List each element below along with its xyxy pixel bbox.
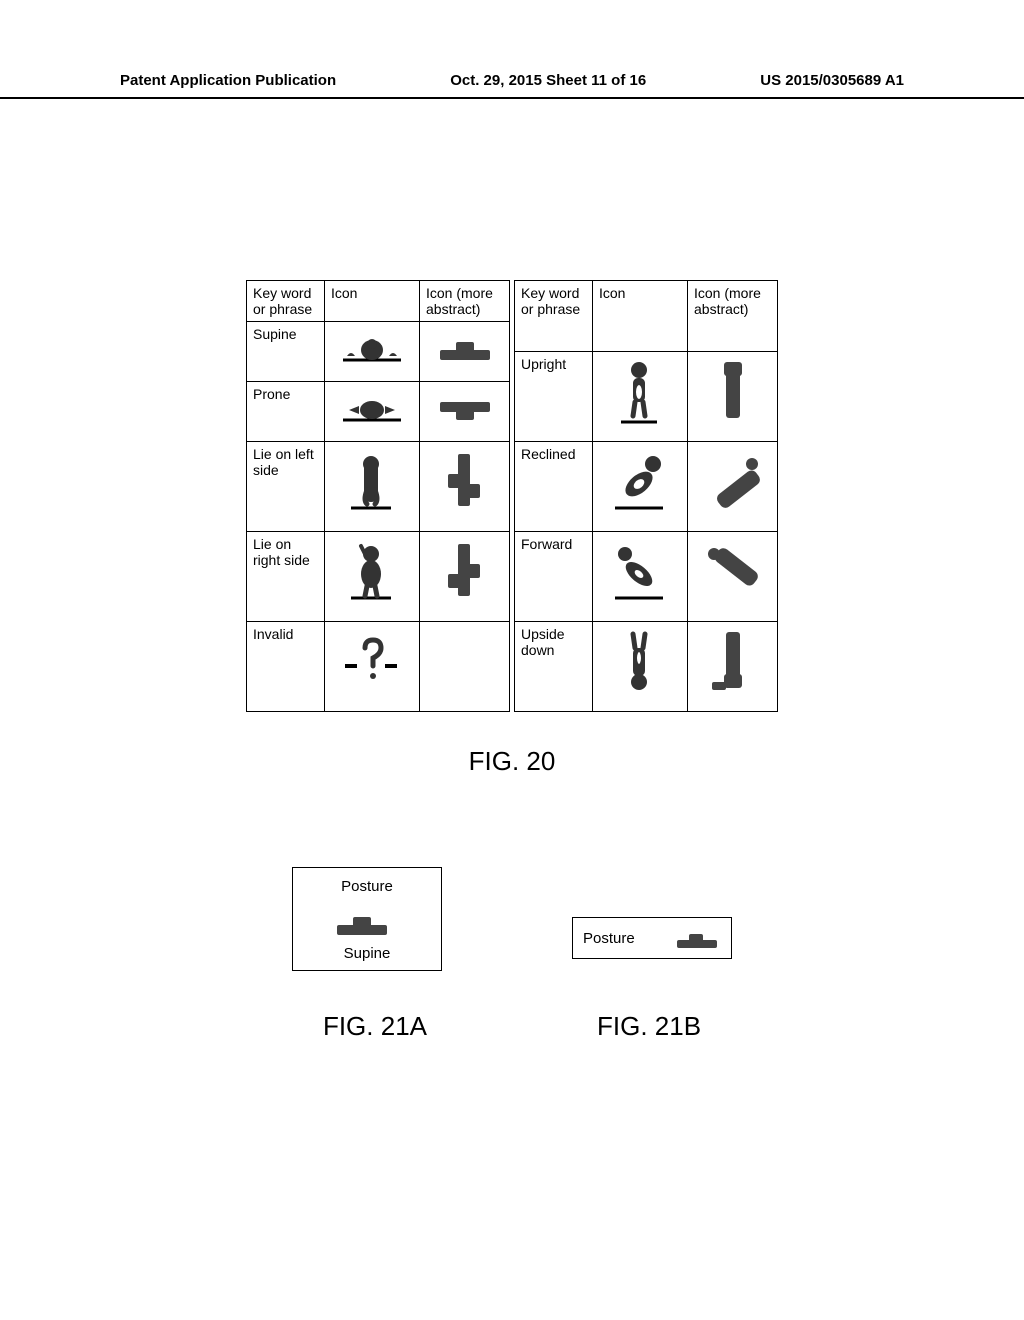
posture-box-a-icon: [301, 901, 433, 939]
prone-icon: [337, 386, 407, 426]
row-icon: [593, 532, 688, 622]
header-right: US 2015/0305689 A1: [760, 72, 904, 89]
row-label: Prone: [247, 382, 325, 442]
row-icon: [593, 442, 688, 532]
forward-abs-icon: [698, 536, 768, 606]
rightside-abs-icon: [430, 536, 500, 606]
th-icon: Icon: [325, 281, 420, 322]
main-content: Key word or phrase Icon Icon (more abstr…: [0, 280, 1024, 1042]
row-icon: [325, 442, 420, 532]
row-icon-abs: [420, 442, 510, 532]
th-key: Key word or phrase: [247, 281, 325, 322]
table-row: Upright: [515, 352, 778, 442]
table-header-row: Key word or phrase Icon Icon (more abstr…: [515, 281, 778, 352]
row-label: Lie on left side: [247, 442, 325, 532]
row-icon-abs: [420, 322, 510, 382]
fig20-label: FIG. 20: [469, 746, 556, 777]
supine-abs-small-icon: [673, 926, 721, 950]
upside-abs-icon: [698, 626, 768, 696]
supine-icon: [337, 326, 407, 366]
row-icon-abs: [688, 622, 778, 712]
posture-box-value: Supine: [301, 945, 433, 962]
posture-box-title: Posture: [301, 878, 433, 895]
table-row: Forward: [515, 532, 778, 622]
posture-box-b: Posture: [572, 917, 732, 959]
row-icon-abs: [420, 532, 510, 622]
page-header: Patent Application Publication Oct. 29, …: [0, 72, 1024, 99]
table-header-row: Key word or phrase Icon Icon (more abstr…: [247, 281, 510, 322]
leftside-abs-icon: [430, 446, 500, 516]
row-icon: [325, 532, 420, 622]
table-row: Supine: [247, 322, 510, 382]
fig21b-group: Posture: [572, 879, 732, 959]
th-key: Key word or phrase: [515, 281, 593, 352]
row-icon-abs: [688, 352, 778, 442]
row-icon: [593, 622, 688, 712]
row-icon-abs: [420, 622, 510, 712]
posture-box-b-title: Posture: [583, 930, 635, 947]
row-label: Reclined: [515, 442, 593, 532]
header-center: Oct. 29, 2015 Sheet 11 of 16: [450, 72, 646, 89]
supine-abs-icon: [327, 901, 407, 935]
row-icon-abs: [688, 532, 778, 622]
row-label: Lie on right side: [247, 532, 325, 622]
row-icon-abs: [420, 382, 510, 442]
supine-abs-icon: [430, 326, 500, 366]
invalid-icon: [337, 626, 407, 686]
reclined-icon: [605, 446, 675, 516]
upright-icon: [605, 356, 675, 428]
table-row: Prone: [247, 382, 510, 442]
posture-table-right: Key word or phrase Icon Icon (more abstr…: [514, 280, 778, 712]
row-label: Invalid: [247, 622, 325, 712]
row-icon: [325, 622, 420, 712]
row-label: Supine: [247, 322, 325, 382]
th-abstract: Icon (more abstract): [420, 281, 510, 322]
posture-box-a: Posture Supine: [292, 867, 442, 971]
fig21a-group: Posture Supine: [292, 867, 442, 971]
table-row: Reclined: [515, 442, 778, 532]
prone-abs-icon: [430, 386, 500, 426]
upside-icon: [605, 626, 675, 696]
row-label: Upright: [515, 352, 593, 442]
row-icon: [325, 382, 420, 442]
header-left: Patent Application Publication: [120, 72, 336, 89]
row-icon: [325, 322, 420, 382]
row-label: Forward: [515, 532, 593, 622]
leftside-icon: [337, 446, 407, 516]
th-abstract: Icon (more abstract): [688, 281, 778, 352]
table-row: Upside down: [515, 622, 778, 712]
table-row: Lie on right side: [247, 532, 510, 622]
table-row: Invalid: [247, 622, 510, 712]
row-icon-abs: [688, 442, 778, 532]
reclined-abs-icon: [698, 446, 768, 516]
table-row: Lie on left side: [247, 442, 510, 532]
forward-icon: [605, 536, 675, 606]
fig21-row: Posture Supine Posture: [0, 867, 1024, 971]
row-icon: [593, 352, 688, 442]
row-label: Upside down: [515, 622, 593, 712]
upright-abs-icon: [698, 356, 768, 428]
fig21b-label: FIG. 21B: [597, 1011, 701, 1042]
rightside-icon: [337, 536, 407, 606]
th-icon: Icon: [593, 281, 688, 352]
posture-table-left: Key word or phrase Icon Icon (more abstr…: [246, 280, 510, 712]
tables-row: Key word or phrase Icon Icon (more abstr…: [246, 280, 778, 712]
fig21-labels: FIG. 21A FIG. 21B: [0, 1011, 1024, 1042]
fig21a-label: FIG. 21A: [323, 1011, 427, 1042]
